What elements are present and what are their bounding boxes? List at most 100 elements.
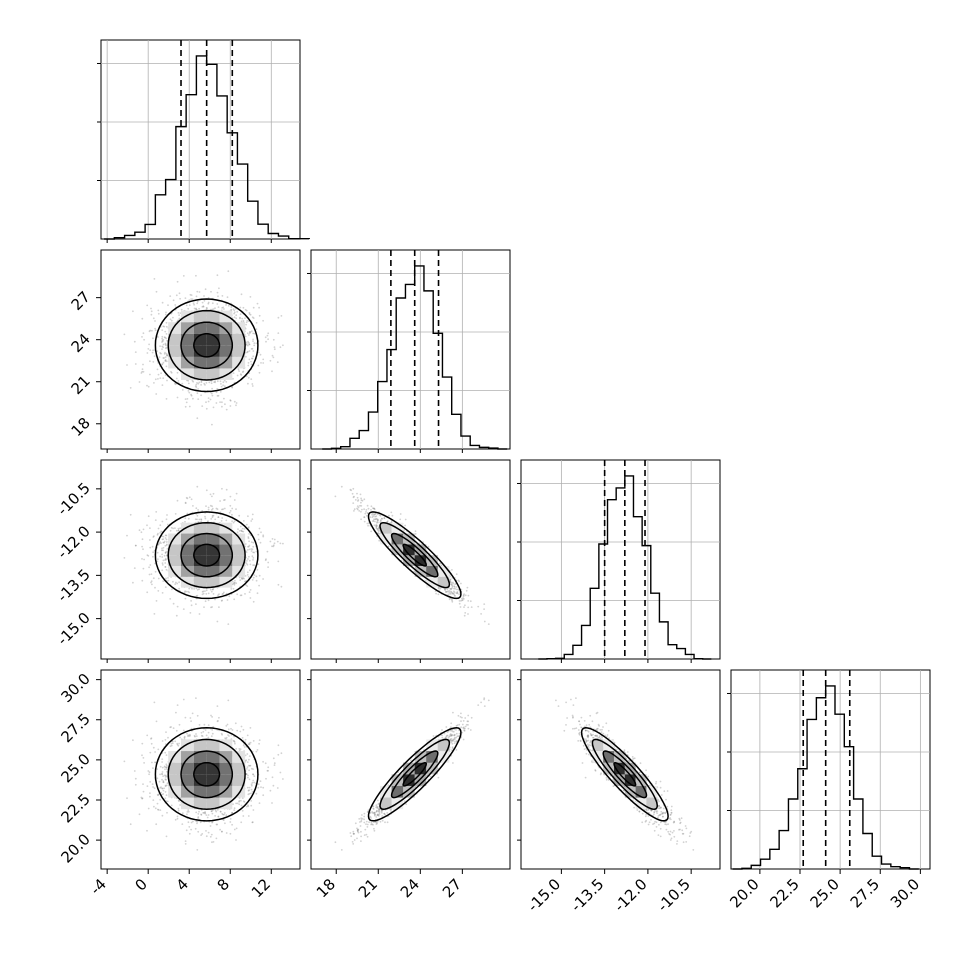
- scatter-point: [272, 356, 275, 359]
- y-tick-label: 24: [68, 330, 94, 356]
- scatter-point: [188, 587, 191, 590]
- scatter-point: [464, 604, 466, 607]
- scatter-point: [454, 595, 456, 597]
- scatter-point: [192, 505, 194, 507]
- scatter-point: [146, 352, 149, 354]
- scatter-point: [356, 496, 359, 499]
- density-cell: [219, 565, 233, 577]
- scatter-point: [151, 329, 153, 332]
- scatter-point: [204, 517, 207, 520]
- scatter-point: [389, 548, 392, 550]
- scatter-point: [225, 488, 228, 491]
- scatter-point: [195, 587, 198, 590]
- scatter-point: [211, 423, 213, 426]
- scatter-point: [189, 293, 192, 296]
- scatter-point: [162, 546, 165, 549]
- scatter-point: [165, 541, 168, 543]
- scatter-point: [162, 343, 165, 346]
- scatter-point: [372, 507, 375, 510]
- scatter-point: [207, 400, 210, 403]
- scatter-point: [235, 508, 237, 511]
- scatter-point: [172, 580, 174, 583]
- scatter-point: [458, 600, 461, 602]
- scatter-point: [155, 823, 158, 826]
- scatter-point: [166, 768, 169, 771]
- density-cell: [414, 544, 427, 556]
- scatter-point: [164, 351, 166, 354]
- scatter-point: [224, 403, 226, 406]
- scatter-point: [427, 545, 430, 548]
- scatter-point: [148, 566, 151, 569]
- contour-3: [367, 511, 462, 600]
- scatter-point: [280, 585, 283, 588]
- scatter-point: [221, 517, 224, 519]
- scatter-point: [180, 308, 183, 311]
- scatter-point: [218, 593, 220, 596]
- scatter-point: [249, 296, 252, 298]
- scatter-point: [260, 531, 262, 534]
- scatter-point: [357, 500, 359, 502]
- scatter-point: [245, 375, 248, 378]
- scatter-point: [164, 356, 167, 359]
- density-cell: [206, 345, 220, 357]
- scatter-point: [214, 380, 217, 382]
- scatter-point: [480, 613, 482, 615]
- scatter-point: [461, 599, 464, 601]
- scatter-point: [159, 532, 162, 534]
- scatter-point: [220, 520, 223, 522]
- scatter-point: [169, 745, 172, 748]
- scatter-point: [151, 583, 153, 586]
- scatter-point: [195, 386, 198, 388]
- scatter-point: [149, 329, 152, 332]
- scatter-point: [163, 325, 166, 328]
- scatter-point: [229, 399, 232, 402]
- scatter-point: [452, 590, 455, 593]
- scatter-point: [161, 569, 164, 572]
- scatter-point: [210, 590, 213, 593]
- scatter-point: [123, 333, 126, 336]
- scatter-point: [247, 789, 250, 792]
- scatter-point: [367, 507, 370, 510]
- scatter-point: [211, 387, 214, 390]
- scatter-point: [193, 588, 196, 590]
- density-cell: [219, 555, 233, 566]
- scatter-point: [414, 530, 417, 533]
- scatter-point: [183, 736, 186, 739]
- scatter-point: [451, 591, 454, 594]
- scatter-point: [454, 588, 457, 590]
- scatter-point: [197, 509, 200, 511]
- scatter-point: [147, 555, 150, 557]
- scatter-point: [167, 304, 169, 307]
- scatter-point: [450, 598, 453, 601]
- scatter-point: [219, 401, 222, 403]
- contour-2: [379, 521, 451, 589]
- scatter-point: [248, 569, 251, 572]
- scatter-point: [230, 306, 233, 309]
- scatter-point: [399, 518, 402, 521]
- scatter-point: [162, 781, 165, 784]
- density-cell: [193, 544, 207, 556]
- scatter-point: [223, 499, 225, 501]
- scatter-point: [170, 371, 173, 374]
- scatter-point: [212, 308, 215, 310]
- scatter-point: [247, 344, 249, 347]
- scatter-point: [201, 301, 204, 304]
- scatter-point: [363, 498, 366, 501]
- scatter-point: [470, 606, 473, 608]
- scatter-point: [161, 562, 164, 565]
- scatter-point: [363, 516, 366, 519]
- scatter-point: [212, 514, 215, 517]
- scatter-point: [134, 544, 137, 547]
- scatter-point: [374, 513, 377, 515]
- scatter-point: [374, 515, 376, 518]
- scatter-panel-2-0: [100, 459, 301, 660]
- scatter-point: [246, 319, 249, 322]
- scatter-point: [257, 351, 260, 354]
- scatter-point: [156, 350, 159, 352]
- scatter-point: [159, 541, 162, 543]
- density-cell: [414, 555, 427, 566]
- scatter-point: [159, 555, 162, 558]
- scatter-point: [239, 316, 241, 319]
- scatter-point: [452, 582, 454, 585]
- scatter-point: [370, 505, 373, 508]
